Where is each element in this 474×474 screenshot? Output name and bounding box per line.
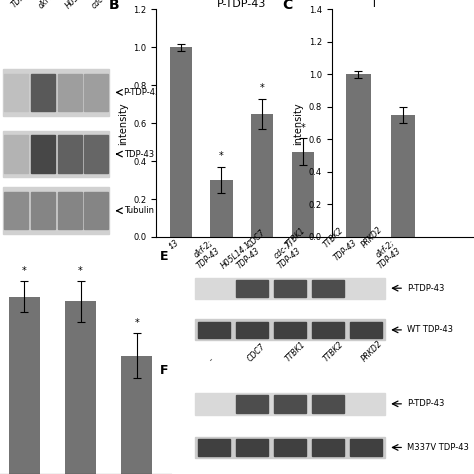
Text: *: * [301, 123, 305, 133]
Y-axis label: intensity: intensity [293, 102, 303, 145]
Text: dkf-2;TDP-43: dkf-2;TDP-43 [36, 0, 78, 10]
Text: TTBK1: TTBK1 [283, 226, 307, 250]
Text: cdc-7;TDP-43: cdc-7;TDP-43 [90, 0, 132, 10]
Bar [236, 280, 268, 297]
Bar [58, 192, 82, 229]
Text: TTBK1: TTBK1 [283, 340, 307, 364]
Bar [84, 73, 108, 111]
Bar [84, 192, 108, 229]
Text: P-TDP-43: P-TDP-43 [407, 400, 445, 408]
Text: C: C [282, 0, 292, 12]
Bar [210, 180, 233, 237]
Text: P-TDP-43: P-TDP-43 [407, 284, 445, 292]
Bar [3, 69, 109, 116]
Bar [4, 73, 28, 111]
Bar [198, 321, 229, 338]
Text: PRKD2: PRKD2 [360, 339, 384, 364]
Bar [84, 135, 108, 173]
Title: P-TDP-43: P-TDP-43 [217, 0, 266, 9]
Bar [350, 321, 382, 338]
Text: PRKD2: PRKD2 [360, 225, 384, 250]
Bar [236, 321, 268, 338]
Bar [236, 395, 268, 412]
Bar [58, 135, 82, 173]
Text: TTBK2: TTBK2 [321, 226, 345, 250]
Bar [236, 439, 268, 456]
Text: *: * [78, 266, 83, 276]
Bar [312, 280, 344, 297]
Title: T: T [371, 0, 378, 9]
Text: -: - [207, 355, 216, 364]
Bar [274, 439, 306, 456]
Bar [312, 321, 344, 338]
Bar [31, 192, 55, 229]
Bar [292, 152, 314, 237]
Bar [274, 280, 306, 297]
Text: F: F [160, 364, 168, 376]
Bar [121, 356, 152, 474]
Text: TTBK2: TTBK2 [321, 340, 345, 364]
Bar [58, 73, 82, 111]
Y-axis label: intensity: intensity [118, 102, 128, 145]
Bar [312, 395, 344, 412]
Bar [3, 187, 109, 234]
Text: *: * [135, 319, 139, 328]
Text: E: E [160, 250, 168, 263]
Bar [346, 74, 371, 237]
Bar [4, 192, 28, 229]
Text: TDP-43: TDP-43 [10, 0, 36, 10]
Bar [350, 439, 382, 456]
Bar [391, 115, 415, 237]
Text: Tubulin: Tubulin [124, 206, 154, 215]
Text: *: * [22, 266, 27, 276]
Bar [194, 319, 385, 340]
Bar [194, 437, 385, 458]
Text: B: B [109, 0, 119, 12]
Text: CDC7: CDC7 [246, 342, 267, 364]
Text: P-TDP-43: P-TDP-43 [124, 88, 161, 97]
Text: M337V TDP-43: M337V TDP-43 [407, 443, 469, 452]
Bar [9, 297, 40, 474]
Text: *: * [219, 151, 224, 161]
Bar [194, 278, 385, 299]
Text: H05L14.1;TDP-43: H05L14.1;TDP-43 [63, 0, 117, 10]
Text: *: * [260, 83, 264, 93]
Bar [170, 47, 192, 237]
Bar [65, 301, 96, 474]
Bar [274, 395, 306, 412]
Bar [4, 135, 28, 173]
Text: TDP-43: TDP-43 [124, 150, 154, 158]
Bar [3, 131, 109, 177]
Bar [31, 135, 55, 173]
Bar [194, 393, 385, 415]
Text: CDC7: CDC7 [246, 228, 267, 250]
Bar [312, 439, 344, 456]
Bar [198, 439, 229, 456]
Text: -: - [207, 241, 216, 250]
Bar [31, 73, 55, 111]
Bar [274, 321, 306, 338]
Bar [251, 114, 273, 237]
Text: WT TDP-43: WT TDP-43 [407, 326, 453, 334]
